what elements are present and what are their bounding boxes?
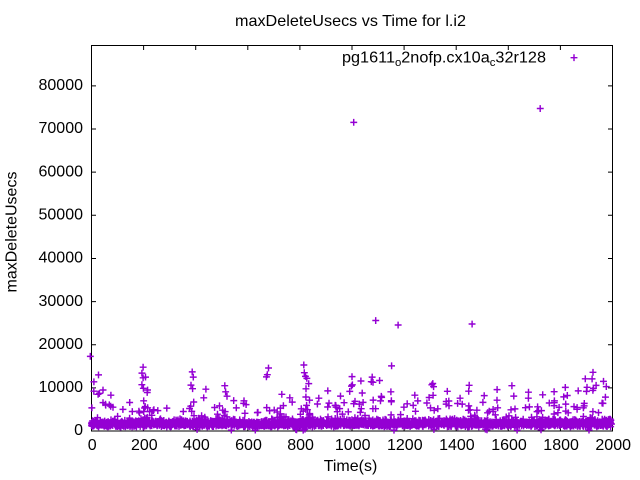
svg-text:10000: 10000	[39, 379, 84, 396]
svg-text:1000: 1000	[335, 437, 371, 454]
svg-text:60000: 60000	[39, 163, 84, 180]
svg-text:70000: 70000	[39, 120, 84, 137]
svg-text:maxDeleteUsecs vs Time for l.i: maxDeleteUsecs vs Time for l.i2	[235, 13, 466, 30]
svg-text:1200: 1200	[387, 437, 423, 454]
svg-text:2000: 2000	[595, 437, 631, 454]
svg-text:200: 200	[131, 437, 158, 454]
svg-text:30000: 30000	[39, 293, 84, 310]
svg-text:pg1611o2nofp.cx10ac32r128: pg1611o2nofp.cx10ac32r128	[342, 49, 546, 69]
svg-text:50000: 50000	[39, 207, 84, 224]
svg-text:400: 400	[183, 437, 210, 454]
svg-text:20000: 20000	[39, 336, 84, 353]
svg-text:0: 0	[74, 422, 83, 439]
svg-text:1600: 1600	[491, 437, 527, 454]
svg-text:600: 600	[235, 437, 262, 454]
svg-text:80000: 80000	[39, 77, 84, 94]
svg-text:800: 800	[287, 437, 314, 454]
svg-text:1800: 1800	[543, 437, 579, 454]
svg-text:0: 0	[88, 437, 97, 454]
svg-text:Time(s): Time(s)	[324, 458, 378, 475]
svg-text:1400: 1400	[439, 437, 475, 454]
svg-text:40000: 40000	[39, 250, 84, 267]
svg-text:maxDeleteUsecs: maxDeleteUsecs	[4, 172, 21, 293]
